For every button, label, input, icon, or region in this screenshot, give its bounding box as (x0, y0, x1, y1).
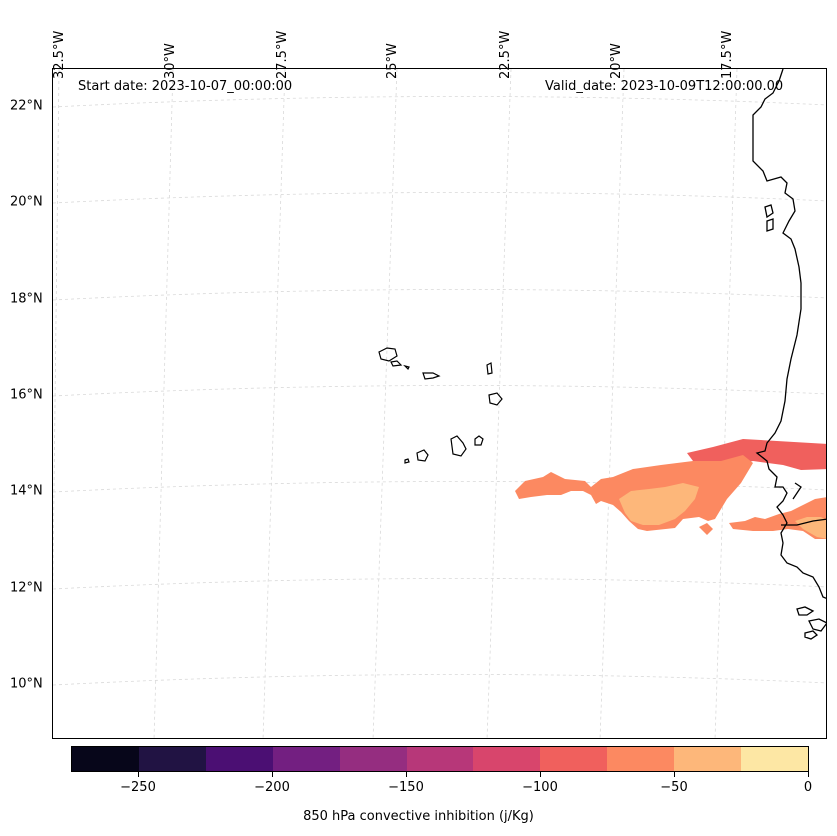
map-canvas (53, 69, 826, 738)
colorbar-label: 850 hPa convective inhibition (j/Kg) (303, 809, 534, 824)
lat-label-12n: 12°N (10, 580, 43, 596)
colorbar-swatch (138, 747, 206, 771)
colorbar-swatch (205, 747, 273, 771)
colorbar-tick-label: −100 (522, 780, 558, 795)
lon-label-30w: 30°W (163, 43, 178, 79)
colorbar-swatch (72, 747, 139, 771)
colorbar-tick-label: −250 (120, 780, 156, 795)
colorbar-tick (808, 772, 809, 777)
cin-field (515, 439, 826, 539)
cin-contour-50-25 (619, 483, 699, 525)
start-date-label: Start date: 2023-10-07_00:00:00 (78, 79, 293, 94)
colorbar-tick (674, 772, 675, 777)
colorbar-swatch (607, 747, 675, 771)
lon-label-22-5w: 22.5°W (498, 30, 513, 79)
lat-label-10n: 10°N (10, 676, 43, 692)
lat-label-16n: 16°N (10, 387, 43, 403)
colorbar-swatch (272, 747, 340, 771)
colorbar-swatch (339, 747, 407, 771)
colorbar-tick (138, 772, 139, 777)
colorbar-swatch (674, 747, 742, 771)
cin-contour-75-50-small (699, 523, 713, 535)
colorbar-swatch (406, 747, 474, 771)
cin-contour-75-50-coast (729, 497, 826, 539)
lon-label-32-5w: 32.5°W (52, 30, 67, 79)
colorbar-tick-label: −50 (660, 780, 688, 795)
colorbar-tick-label: −150 (388, 780, 424, 795)
cin-contour-50-25-coast (795, 517, 826, 539)
valid-date-label: Valid_date: 2023-10-09T12:00:00.00 (545, 79, 784, 94)
colorbar-swatch (741, 747, 808, 771)
colorbar-tick (406, 772, 407, 777)
lat-label-20n: 20°N (10, 194, 43, 210)
lat-gridlines (53, 96, 826, 686)
colorbar-swatch (540, 747, 608, 771)
colorbar-tick-label: 0 (803, 780, 813, 795)
lon-label-20w: 20°W (609, 43, 624, 79)
africa-coastline (752, 69, 826, 640)
colorbar (71, 746, 809, 772)
lat-label-22n: 22°N (10, 98, 43, 114)
lon-gridlines (53, 69, 738, 738)
cape-verde-islands (378, 347, 503, 464)
colorbar-swatch (473, 747, 541, 771)
lon-label-17-5w: 17.5°W (720, 30, 735, 79)
colorbar-tick-label: −200 (254, 780, 290, 795)
lon-label-27-5w: 27.5°W (275, 30, 290, 79)
lat-label-14n: 14°N (10, 483, 43, 499)
lat-label-18n: 18°N (10, 291, 43, 307)
colorbar-tick (540, 772, 541, 777)
map-panel (52, 68, 827, 739)
colorbar-tick (272, 772, 273, 777)
lon-label-25w: 25°W (385, 43, 400, 79)
gambia-river (781, 518, 826, 526)
